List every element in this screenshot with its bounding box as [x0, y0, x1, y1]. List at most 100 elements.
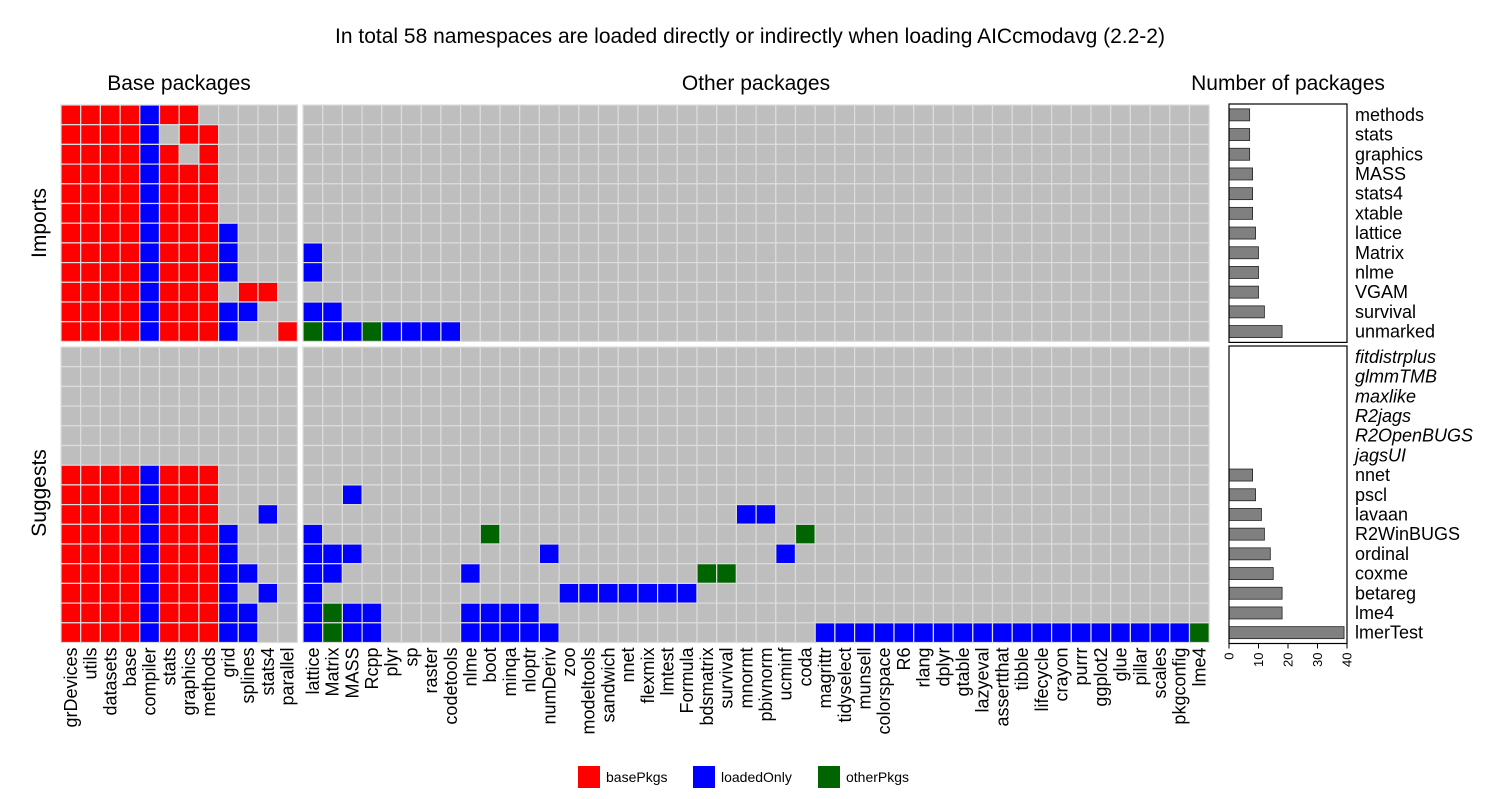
cell-coxme-base — [119, 563, 141, 585]
bar-stats4 — [1228, 187, 1254, 201]
cell-maxlike-bdsmatrix — [696, 385, 718, 407]
cell-stats4-bdsmatrix — [696, 183, 718, 205]
cell-unmarked-nlme — [460, 321, 481, 343]
cell-betareg-tidyselect — [834, 582, 856, 604]
cell-lmerTest-survival — [716, 622, 738, 644]
cell-MASS-grid — [218, 163, 239, 185]
cell-MASS-magrittr — [814, 163, 836, 185]
cell-lme4-scales — [1149, 602, 1171, 624]
column-label-glue: glue — [1111, 648, 1131, 682]
cell-coxme-lme4 — [1188, 563, 1210, 585]
cell-Matrix-flexmix — [637, 242, 659, 264]
cell-lmerTest-mnormt — [735, 622, 757, 644]
cell-maxlike-zoo — [558, 385, 580, 407]
cell-Matrix-utils — [80, 242, 101, 264]
cell-jagsUI-methods — [198, 444, 220, 466]
cell-stats4-raster — [420, 183, 442, 205]
cell-graphics-lmtest — [656, 143, 678, 165]
cell-maxlike-lifecycle — [1031, 385, 1053, 407]
cell-lmerTest-tidyselect — [834, 622, 856, 644]
cell-MASS-dplyr — [932, 163, 954, 185]
cell-methods-sp — [400, 104, 422, 126]
cell-lavaan-ggplot2 — [1090, 504, 1112, 525]
cell-Matrix-coda — [794, 242, 816, 264]
cell-lavaan-ucminf — [775, 504, 797, 525]
cell-R2OpenBUGS-bdsmatrix — [696, 425, 718, 447]
cell-methods-coda — [794, 104, 816, 126]
cell-xtable-parallel — [277, 202, 299, 224]
cell-R2WinBUGS-Matrix — [322, 523, 344, 545]
column-label-splines: splines — [238, 648, 258, 704]
cell-betareg-splines — [237, 582, 259, 604]
cell-stats4-minqa — [499, 183, 521, 205]
cell-betareg-Formula — [676, 582, 698, 604]
cell-VGAM-assertthat — [991, 281, 1013, 303]
cell-MASS-boot — [479, 163, 501, 185]
cell-graphics-pbivnorm — [755, 143, 777, 165]
cell-Matrix-ggplot2 — [1090, 242, 1112, 264]
cell-unmarked-numDeriv — [538, 321, 560, 343]
cell-maxlike-MASS — [341, 385, 363, 407]
cell-methods-mnormt — [735, 104, 757, 126]
cell-glmmTMB-stats4 — [257, 366, 279, 388]
cell-lavaan-pillar — [1129, 504, 1151, 525]
cell-lmerTest-crayon — [1050, 622, 1072, 644]
cell-nnet-sp — [400, 464, 422, 486]
cell-xtable-bdsmatrix — [696, 202, 718, 224]
cell-lattice-minqa — [499, 222, 521, 244]
cell-ordinal-flexmix — [637, 543, 659, 565]
cell-unmarked-gtable — [952, 321, 974, 343]
cell-coxme-bdsmatrix — [696, 563, 718, 585]
cell-coxme-Matrix — [322, 563, 344, 585]
cell-unmarked-datasets — [99, 321, 121, 343]
cell-lattice-purrr — [1070, 222, 1092, 244]
cell-nlme-splines — [237, 262, 259, 283]
cell-methods-stats — [158, 104, 180, 126]
cell-nnet-flexmix — [637, 464, 659, 486]
cell-R2WinBUGS-grid — [218, 523, 239, 545]
cell-nnet-raster — [420, 464, 442, 486]
cell-Matrix-MASS — [341, 242, 363, 264]
cell-maxlike-coda — [794, 385, 816, 407]
cell-MASS-glue — [1110, 163, 1131, 185]
cell-unmarked-sandwich — [597, 321, 619, 343]
cell-R2OpenBUGS-utils — [80, 425, 101, 447]
cell-R2jags-nloptr — [519, 405, 541, 427]
cell-lme4-zoo — [558, 602, 580, 624]
cell-lme4-coda — [794, 602, 816, 624]
cell-methods-pbivnorm — [755, 104, 777, 126]
cell-betareg-nnet — [617, 582, 639, 604]
cell-coxme-coda — [794, 563, 816, 585]
cell-glmmTMB-ggplot2 — [1090, 366, 1112, 388]
cell-R2WinBUGS-Formula — [676, 523, 698, 545]
cell-fitdistrplus-methods — [198, 346, 220, 368]
cell-lattice-nlme — [460, 222, 481, 244]
cell-nlme-sandwich — [597, 262, 619, 283]
row-label-graphics: graphics — [1355, 144, 1423, 164]
cell-betareg-stats4 — [257, 582, 279, 604]
cell-jagsUI-gtable — [952, 444, 974, 466]
cell-R2jags-pbivnorm — [755, 405, 777, 427]
cell-methods-parallel — [277, 104, 299, 126]
cell-xtable-Matrix — [322, 202, 344, 224]
cell-R2jags-Rcpp — [361, 405, 383, 427]
cell-VGAM-lattice — [302, 281, 324, 303]
cell-methods-nloptr — [519, 104, 541, 126]
cell-lattice-sp — [400, 222, 422, 244]
cell-VGAM-tibble — [1011, 281, 1033, 303]
cell-lme4-colorspace — [873, 602, 895, 624]
cell-glmmTMB-codetools — [440, 366, 462, 388]
cell-Matrix-munsell — [853, 242, 875, 264]
cell-betareg-scales — [1149, 582, 1171, 604]
cell-R2jags-ggplot2 — [1090, 405, 1112, 427]
cell-methods-methods — [198, 104, 220, 126]
cell-methods-lattice — [302, 104, 324, 126]
cell-nlme-grid — [218, 262, 239, 283]
cell-VGAM-munsell — [853, 281, 875, 303]
cell-R2jags-pkgconfig — [1169, 405, 1191, 427]
cell-graphics-survival — [716, 143, 738, 165]
cell-methods-stats4 — [257, 104, 279, 126]
cell-stats4-ucminf — [775, 183, 797, 205]
cell-lavaan-lifecycle — [1031, 504, 1053, 525]
cell-xtable-stats — [158, 202, 180, 224]
